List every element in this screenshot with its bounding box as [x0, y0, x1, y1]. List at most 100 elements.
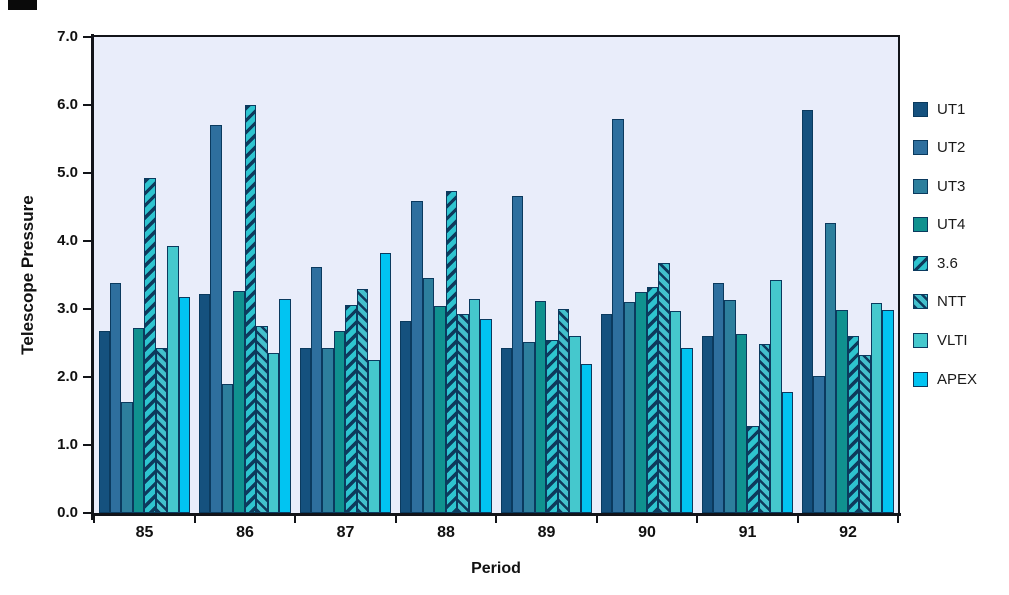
x-axis-title: Period: [471, 560, 521, 577]
legend-label: UT4: [937, 216, 966, 234]
x-tick-label-87: 87: [336, 524, 355, 541]
x-tick-label-86: 86: [236, 524, 254, 541]
bar-APEX-92: [882, 310, 894, 513]
y-axis-title: Telescope Pressure: [18, 195, 37, 355]
legend-item-NTT: NTT: [913, 292, 977, 312]
legend-item-UT1: UT1: [913, 99, 977, 119]
bar-UT3-92: [824, 223, 837, 513]
legend-label: 3.6: [937, 254, 958, 272]
bar-UT3-86: [221, 384, 234, 513]
bar-VLTI-86: [267, 352, 280, 513]
bar-NTT-85: [155, 347, 168, 513]
y-tick: [83, 376, 91, 378]
x-tick-label-89: 89: [537, 524, 556, 541]
y-tick: [83, 104, 91, 106]
y-tick: [83, 444, 91, 446]
bar-3.6-86: [244, 105, 257, 513]
y-tick: [83, 308, 91, 310]
legend-label: NTT: [937, 293, 967, 311]
x-tick-label-88: 88: [437, 524, 455, 541]
bar-NTT-92: [859, 354, 871, 513]
legend-label: VLTI: [937, 332, 968, 350]
bar-UT2-86: [210, 125, 222, 513]
cropped-screen-artifact: [8, 0, 37, 10]
bar-APEX-89: [580, 364, 592, 513]
bar-UT4-88: [434, 305, 446, 513]
x-tick-label-91: 91: [738, 524, 757, 541]
bar-VLTI-92: [870, 302, 883, 513]
x-tick-label-92: 92: [839, 524, 857, 541]
y-tick-label: 6.0: [57, 96, 78, 113]
bar-UT4-87: [333, 331, 346, 513]
y-tick: [83, 36, 91, 38]
legend-swatch-VLTI: [913, 333, 928, 349]
bar-UT1-90: [601, 313, 613, 513]
bar-3.6-87: [345, 304, 357, 513]
x-tick: [193, 516, 196, 523]
legend-item-3.6: 3.6: [913, 253, 977, 273]
y-tick: [83, 172, 91, 174]
legend-swatch-UT4: [913, 217, 928, 233]
bar-VLTI-88: [468, 298, 481, 513]
x-tick: [796, 516, 799, 523]
x-tick-label-90: 90: [638, 524, 656, 541]
legend-label: UT2: [937, 139, 966, 157]
bar-UT4-92: [836, 309, 848, 513]
bar-NTT-88: [457, 314, 469, 513]
bar-UT2-91: [712, 283, 725, 513]
bar-UT1-87: [299, 348, 311, 513]
bar-UT3-90: [623, 302, 636, 513]
legend-label: UT1: [937, 100, 966, 118]
bar-3.6-88: [445, 190, 458, 513]
x-tick: [696, 516, 698, 523]
bar-UT2-89: [511, 196, 524, 513]
bar-VLTI-91: [770, 279, 782, 513]
bar-UT4-86: [233, 291, 245, 513]
bar-UT4-91: [735, 334, 748, 513]
legend-swatch-NTT: [913, 294, 928, 310]
bar-UT2-87: [310, 266, 323, 513]
bar-UT4-89: [534, 300, 547, 513]
legend-item-UT2: UT2: [913, 138, 977, 158]
bar-APEX-86: [279, 299, 291, 513]
bar-UT4-90: [635, 292, 647, 513]
y-axis-line: [91, 34, 94, 520]
bar-UT2-85: [109, 283, 122, 513]
x-tick: [93, 516, 95, 523]
bar-APEX-87: [379, 252, 391, 513]
y-tick-label: 5.0: [57, 164, 78, 181]
bar-APEX-90: [681, 347, 693, 513]
bar-UT4-85: [132, 328, 145, 513]
bar-3.6-90: [646, 286, 659, 513]
y-tick: [83, 512, 91, 514]
legend-item-APEX: APEX: [913, 369, 977, 389]
bar-APEX-85: [178, 296, 190, 513]
bar-UT2-92: [813, 375, 825, 513]
bar-UT2-90: [612, 118, 624, 513]
bar-VLTI-89: [569, 336, 581, 513]
legend: UT1 UT2 UT3 UT4 3.6 NTT VLTI APEX: [913, 99, 977, 408]
x-tick: [897, 516, 899, 523]
bar-3.6-91: [747, 425, 759, 513]
legend-label: APEX: [937, 370, 978, 388]
bar-VLTI-87: [368, 360, 380, 513]
y-tick-label: 1.0: [57, 436, 78, 453]
legend-swatch-3.6: [913, 255, 928, 271]
x-tick-label-85: 85: [135, 524, 154, 541]
bar-NTT-90: [658, 263, 670, 513]
bar-VLTI-85: [167, 246, 179, 513]
bar-NTT-89: [557, 309, 570, 513]
bar-UT3-89: [523, 342, 535, 513]
bar-UT3-88: [422, 277, 435, 513]
bar-UT2-88: [411, 200, 423, 513]
bar-APEX-88: [480, 319, 492, 513]
y-tick-label: 0.0: [57, 504, 78, 521]
bar-UT3-85: [121, 402, 133, 513]
bar-3.6-92: [847, 336, 860, 513]
bar-NTT-87: [356, 289, 369, 513]
bar-APEX-91: [781, 391, 793, 513]
bar-3.6-85: [144, 177, 156, 513]
bar-UT1-88: [400, 321, 412, 513]
bar-UT3-87: [322, 348, 334, 513]
legend-swatch-UT1: [913, 101, 928, 117]
